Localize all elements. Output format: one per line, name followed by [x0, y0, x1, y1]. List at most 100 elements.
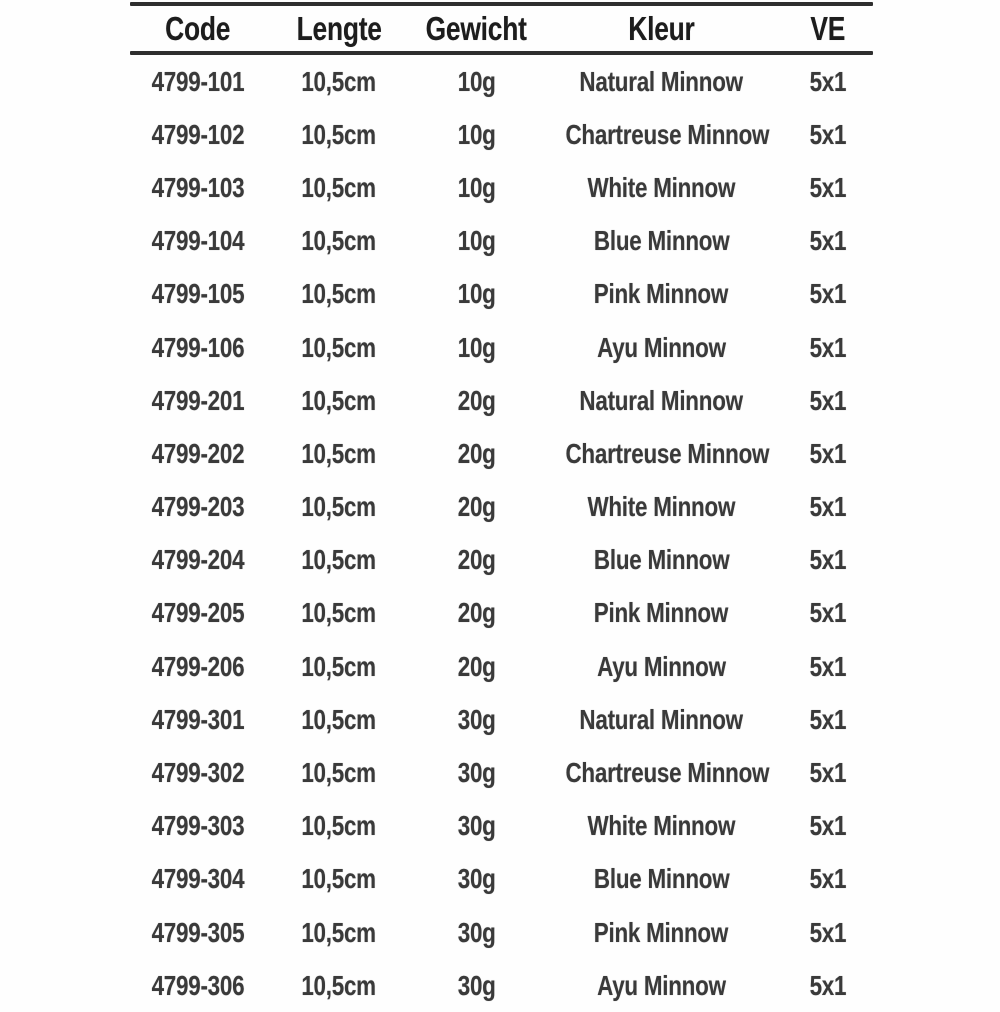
table-cell-value: 4799-205 — [151, 597, 244, 629]
table-cell: 5x1 — [782, 757, 873, 789]
table-cell: 4799-304 — [130, 863, 265, 895]
table-cell-value: 10,5cm — [301, 491, 377, 523]
table-row: 4799-101 10,5cm 10g Natural Minnow 5x1 — [130, 55, 873, 108]
table-cell-value: Natural Minnow — [579, 384, 744, 416]
table-cell-value: 20g — [457, 544, 496, 576]
table-cell-value: 10,5cm — [301, 384, 377, 416]
table-cell: 5x1 — [782, 810, 873, 842]
table-row: 4799-303 10,5cm 30g White Minnow 5x1 — [130, 800, 873, 853]
table-cell: Chartreuse Minnow — [540, 438, 782, 470]
table-cell-value: 10,5cm — [301, 544, 377, 576]
table-row: 4799-201 10,5cm 20g Natural Minnow 5x1 — [130, 374, 873, 427]
table-cell: 4799-205 — [130, 597, 265, 629]
table-cell-value: 10g — [457, 278, 496, 310]
table-cell-value: 5x1 — [809, 916, 846, 948]
table-cell-value: 4799-302 — [151, 757, 244, 789]
table-cell: 5x1 — [782, 651, 873, 683]
table-cell: 10,5cm — [265, 970, 412, 1002]
table-cell: 20g — [412, 438, 540, 470]
table-cell: 20g — [412, 651, 540, 683]
table-cell-value: 5x1 — [809, 597, 846, 629]
table-cell: Natural Minnow — [540, 66, 782, 98]
table-cell-value: Blue Minnow — [593, 544, 729, 576]
table-cell-value: 10g — [457, 331, 496, 363]
header-cell: Gewicht — [412, 10, 540, 48]
table-cell: White Minnow — [540, 810, 782, 842]
table-cell-value: 4799-106 — [151, 331, 244, 363]
table-cell-value: 10,5cm — [301, 969, 377, 1001]
table-cell: 10g — [412, 332, 540, 364]
table-cell-value: 4799-304 — [151, 863, 244, 895]
table-cell: 4799-202 — [130, 438, 265, 470]
table-cell: 10,5cm — [265, 917, 412, 949]
table-cell: 10,5cm — [265, 704, 412, 736]
table-cell-value: 5x1 — [809, 757, 846, 789]
table-cell: 10,5cm — [265, 385, 412, 417]
table-cell-value: 4799-305 — [151, 916, 244, 948]
table-row: 4799-104 10,5cm 10g Blue Minnow 5x1 — [130, 215, 873, 268]
table-cell: 5x1 — [782, 438, 873, 470]
table-cell: 10g — [412, 119, 540, 151]
table-cell-value: 5x1 — [809, 225, 846, 257]
table-cell: 30g — [412, 704, 540, 736]
table-cell: Natural Minnow — [540, 385, 782, 417]
table-cell: Natural Minnow — [540, 704, 782, 736]
table-cell: 5x1 — [782, 863, 873, 895]
table-cell-value: 4799-303 — [151, 810, 244, 842]
table-cell-value: 10,5cm — [301, 863, 377, 895]
table-cell: 10,5cm — [265, 810, 412, 842]
table-cell: 4799-102 — [130, 119, 265, 151]
table-cell: Pink Minnow — [540, 597, 782, 629]
table-cell: Chartreuse Minnow — [540, 119, 782, 151]
table-row: 4799-202 10,5cm 20g Chartreuse Minnow 5x1 — [130, 427, 873, 480]
table-cell: 5x1 — [782, 332, 873, 364]
table-cell-value: 5x1 — [809, 491, 846, 523]
table-cell-value: 5x1 — [809, 703, 846, 735]
table-cell: 5x1 — [782, 225, 873, 257]
table-cell: 10,5cm — [265, 119, 412, 151]
table-cell-value: 4799-202 — [151, 437, 244, 469]
table-cell-value: 5x1 — [809, 331, 846, 363]
table-cell: 5x1 — [782, 172, 873, 204]
table-row: 4799-306 10,5cm 30g Ayu Minnow 5x1 — [130, 959, 873, 1012]
table-row: 4799-106 10,5cm 10g Ayu Minnow 5x1 — [130, 321, 873, 374]
table-cell: White Minnow — [540, 172, 782, 204]
table-cell-value: 10,5cm — [301, 916, 377, 948]
table-cell: 4799-203 — [130, 491, 265, 523]
table-cell-value: 10,5cm — [301, 171, 377, 203]
table-cell-value: Natural Minnow — [579, 65, 744, 97]
table-cell-value: Chartreuse Minnow — [565, 118, 770, 150]
table-body: 4799-101 10,5cm 10g Natural Minnow 5x1 4799-1… — [130, 55, 873, 1012]
table-cell: 20g — [412, 491, 540, 523]
table-cell-value: 4799-306 — [151, 969, 244, 1001]
table-cell-value: 5x1 — [809, 969, 846, 1001]
table-cell: 10g — [412, 172, 540, 204]
table-cell-value: Ayu Minnow — [596, 969, 726, 1001]
header-cell-label: VE — [810, 9, 846, 47]
table-cell-value: 30g — [457, 703, 496, 735]
table-top-rule — [130, 2, 873, 6]
table-row: 4799-301 10,5cm 30g Natural Minnow 5x1 — [130, 693, 873, 746]
table-cell: 10,5cm — [265, 757, 412, 789]
table-cell: 30g — [412, 863, 540, 895]
table-cell-value: 5x1 — [809, 544, 846, 576]
table-cell-value: 10,5cm — [301, 757, 377, 789]
table-cell: 4799-104 — [130, 225, 265, 257]
table-cell: Ayu Minnow — [540, 332, 782, 364]
table-cell-value: 30g — [457, 969, 496, 1001]
table-cell: 5x1 — [782, 278, 873, 310]
table-cell: 5x1 — [782, 970, 873, 1002]
header-cell-label: Gewicht — [425, 9, 527, 47]
header-cell: Kleur — [540, 10, 782, 48]
header-cell-label: Lengte — [296, 9, 382, 47]
table-cell-value: Pink Minnow — [594, 916, 729, 948]
table-cell-value: 10g — [457, 171, 496, 203]
table-cell-value: 10,5cm — [301, 118, 377, 150]
product-spec-table: Code Lengte Gewicht Kleur VE 4799-101 10,5cm 1… — [130, 0, 873, 1012]
table-cell-value: Pink Minnow — [594, 278, 729, 310]
table-cell-value: Chartreuse Minnow — [565, 437, 770, 469]
table-cell: 10g — [412, 225, 540, 257]
table-cell-value: 10g — [457, 225, 496, 257]
table-cell: Ayu Minnow — [540, 651, 782, 683]
table-cell: 10,5cm — [265, 225, 412, 257]
